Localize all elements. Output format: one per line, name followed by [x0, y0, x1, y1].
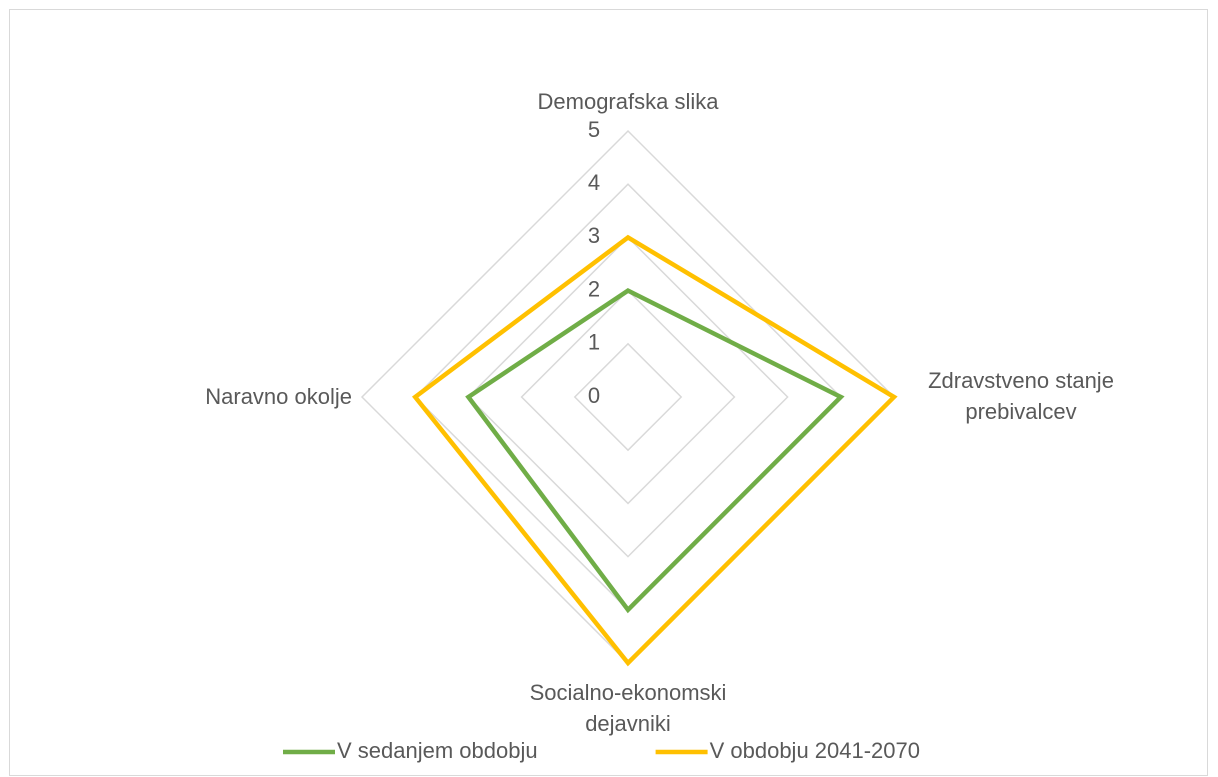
series-line — [411, 234, 898, 667]
legend-label: V sedanjem obdobju — [337, 738, 538, 763]
category-label: Socialno-ekonomski dejavniki — [529, 680, 727, 736]
category-label: Demografska slika — [537, 89, 719, 114]
series-line — [465, 288, 845, 614]
category-label: Naravno okolje — [205, 384, 352, 409]
category-label: Zdravstveno stanje prebivalcev — [928, 368, 1114, 424]
y-tick-label: 0 — [588, 383, 600, 408]
chart-border — [9, 9, 1208, 776]
y-tick-label: 4 — [588, 170, 600, 195]
grid-line — [520, 289, 736, 505]
y-tick-label: 3 — [588, 223, 600, 248]
y-tick-label: 2 — [588, 276, 600, 301]
y-tick-label: 5 — [588, 117, 600, 142]
y-tick-label: 1 — [588, 330, 600, 355]
grid-line — [573, 342, 683, 452]
legend-label: V obdobju 2041-2070 — [710, 738, 920, 763]
